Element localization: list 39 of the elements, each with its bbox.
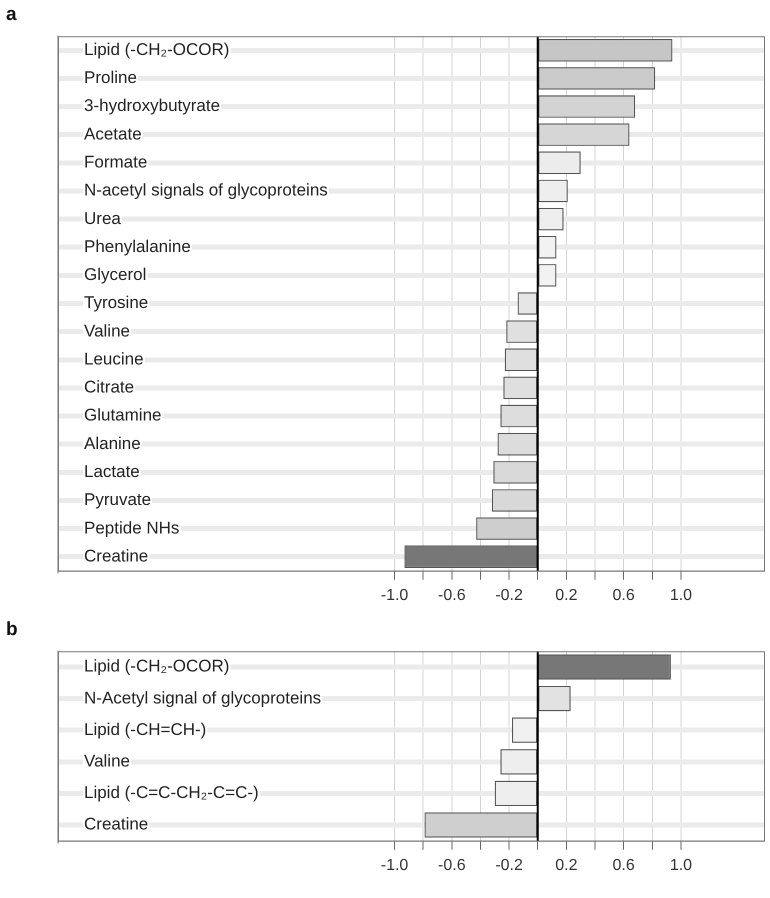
y-tick-label: Alanine [84, 434, 141, 453]
x-tick-label: 0.2 [555, 586, 578, 604]
y-tick-label: Proline [84, 68, 137, 88]
chart-title: a [6, 4, 17, 26]
y-tick-label: Acetate [84, 124, 142, 144]
y-tick-label: N-acetyl signals of glycoproteins [84, 180, 328, 200]
y-tick-label: Creatine [84, 814, 148, 834]
x-tick-label: -1.0 [380, 586, 408, 604]
y-tick-label: Tyrosine [84, 293, 148, 312]
x-tick-label: -0.6 [438, 586, 466, 604]
y-tick-label: Lactate [84, 462, 140, 482]
y-tick-label: Lipid (-CH=CH-) [84, 720, 206, 739]
y-tick-label: Peptide NHs [84, 518, 180, 538]
y-tick-label: Glycerol [84, 265, 146, 284]
x-tick-label: -1.0 [380, 856, 408, 874]
x-tick-label: -0.6 [438, 856, 466, 874]
x-tick-label: 1.0 [670, 586, 692, 604]
y-tick-label: Lipid (-CH₂-OCOR) [84, 40, 230, 59]
x-tick-label: -0.2 [495, 586, 523, 604]
y-tick-label: N-Acetyl signal of glycoproteins [84, 688, 322, 708]
x-tick-label: 0.2 [555, 856, 578, 874]
x-tick-label: 0.6 [612, 856, 635, 874]
y-tick-label: Pyruvate [84, 490, 152, 510]
y-tick-label: Leucine [84, 349, 144, 368]
y-tick-label: Glutamine [84, 406, 162, 425]
y-tick-label: Creatine [84, 546, 148, 566]
y-tick-label: Lipid (-C=C-CH₂-C=C-) [84, 783, 259, 802]
y-tick-label: Formate [84, 152, 148, 172]
y-tick-label: Phenylalanine [84, 236, 191, 256]
chart-title: b [6, 619, 18, 640]
y-tick-label: Urea [84, 208, 122, 228]
y-tick-label: Lipid (-CH₂-OCOR) [84, 656, 230, 676]
y-tick-label: Valine [84, 321, 130, 340]
y-tick-label: Citrate [84, 378, 134, 397]
y-tick-label: Valine [84, 751, 130, 770]
y-tick-label: 3-hydroxybutyrate [84, 96, 220, 116]
x-tick-label: 0.6 [612, 586, 635, 604]
x-tick-label: -0.2 [495, 856, 523, 874]
x-tick-label: 1.0 [670, 856, 692, 874]
